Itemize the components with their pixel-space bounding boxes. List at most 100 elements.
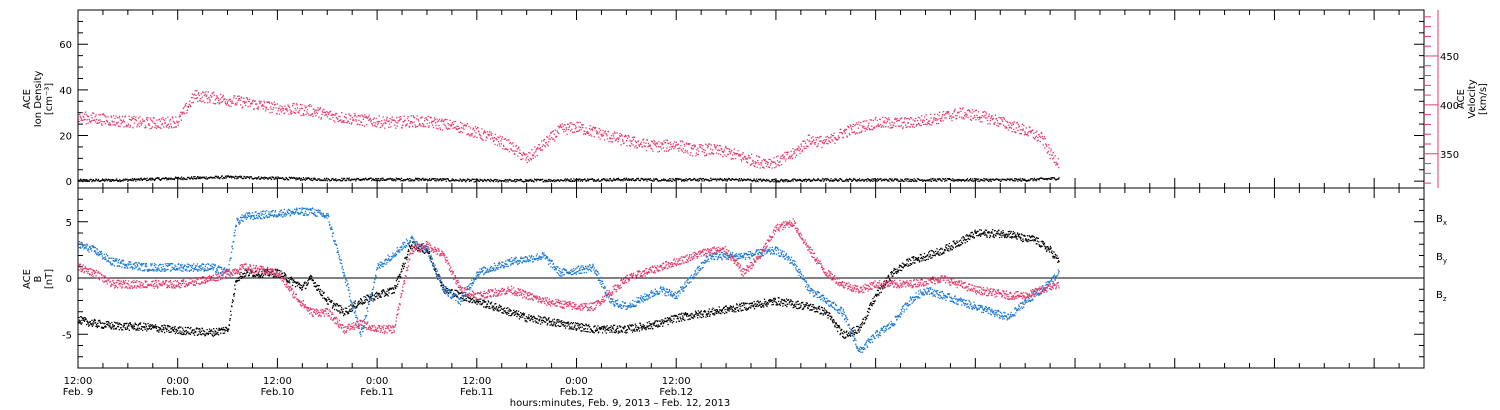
velocity-point <box>857 127 859 129</box>
bx-point <box>153 325 155 327</box>
density-point <box>861 179 863 181</box>
density-point <box>379 180 381 182</box>
velocity-point <box>484 132 487 134</box>
velocity-point <box>1054 155 1056 157</box>
density-point <box>521 180 523 182</box>
velocity-point <box>1009 121 1011 124</box>
bx-point <box>136 328 138 330</box>
velocity-point <box>342 121 344 123</box>
bx-point <box>522 313 524 316</box>
density-point <box>700 178 703 181</box>
density-point <box>195 178 197 180</box>
velocity-point <box>650 140 653 142</box>
velocity-point <box>1008 127 1010 129</box>
density-point <box>848 179 850 181</box>
velocity-point <box>557 125 559 127</box>
velocity-point <box>563 131 565 133</box>
bx-point <box>175 329 177 331</box>
velocity-point <box>95 114 97 116</box>
density-point <box>369 177 372 179</box>
velocity-point <box>638 144 640 146</box>
density-point <box>280 177 282 180</box>
density-point <box>760 178 762 180</box>
velocity-point <box>205 91 207 93</box>
velocity-point <box>430 116 432 119</box>
density-point <box>688 178 690 180</box>
velocity-point <box>469 135 471 137</box>
bx-point <box>183 333 185 335</box>
velocity-point <box>395 121 397 124</box>
density-point <box>976 178 978 180</box>
velocity-point <box>740 159 742 161</box>
density-point <box>540 179 542 181</box>
bx-point <box>217 329 219 331</box>
density-point <box>944 178 947 180</box>
velocity-point <box>616 132 618 134</box>
bx-point <box>199 332 201 334</box>
velocity-point <box>547 145 549 147</box>
velocity-point <box>409 122 411 124</box>
velocity-point <box>331 114 333 116</box>
density-point <box>422 177 424 179</box>
bx-point <box>578 326 580 328</box>
bx-point <box>566 325 568 327</box>
velocity-point <box>519 149 521 151</box>
velocity-point <box>1022 128 1024 130</box>
bx-point <box>148 327 150 330</box>
velocity-point <box>404 119 406 121</box>
bx-point <box>368 296 370 298</box>
bx-point <box>441 284 443 286</box>
bx-point <box>547 319 549 321</box>
density-point <box>145 179 148 182</box>
velocity-point <box>131 118 134 120</box>
velocity-point <box>779 160 781 163</box>
velocity-point <box>983 116 985 118</box>
density-point <box>784 178 786 181</box>
velocity-point <box>498 143 500 145</box>
density-point <box>977 180 979 182</box>
bx-point <box>504 310 506 312</box>
density-point <box>158 177 160 179</box>
velocity-point <box>971 109 974 111</box>
density-point <box>926 179 928 181</box>
velocity-point <box>763 158 765 161</box>
velocity-point <box>292 103 294 105</box>
velocity-point <box>833 132 835 134</box>
velocity-point <box>295 109 297 111</box>
density-point <box>153 179 156 182</box>
bx-point <box>343 314 345 317</box>
velocity-point <box>124 116 126 118</box>
velocity-point <box>977 117 979 119</box>
bx-point <box>331 300 333 302</box>
density-point <box>570 178 572 180</box>
velocity-point <box>714 145 716 147</box>
velocity-point <box>364 114 366 116</box>
bx-point <box>493 309 495 312</box>
velocity-point <box>226 102 228 104</box>
density-point <box>678 178 680 180</box>
velocity-point <box>758 156 760 158</box>
density-point <box>732 178 734 181</box>
velocity-point <box>91 120 93 122</box>
velocity-point <box>929 120 931 122</box>
velocity-point <box>319 107 322 109</box>
density-point <box>473 181 475 183</box>
density-point <box>912 179 914 181</box>
density-point <box>786 179 788 181</box>
velocity-point <box>718 153 720 155</box>
velocity-point <box>923 123 925 126</box>
velocity-point <box>82 119 84 121</box>
density-point <box>224 175 227 177</box>
velocity-point <box>769 164 772 166</box>
velocity-point <box>1025 133 1027 136</box>
bx-point <box>461 297 463 300</box>
density-point <box>753 178 755 180</box>
bx-point <box>367 295 369 297</box>
velocity-point <box>558 127 560 129</box>
velocity-point <box>389 117 391 120</box>
bx-point <box>86 320 88 322</box>
velocity-point <box>999 117 1002 119</box>
velocity-point <box>111 120 113 122</box>
bx-point <box>220 328 223 330</box>
density-point <box>726 180 728 182</box>
